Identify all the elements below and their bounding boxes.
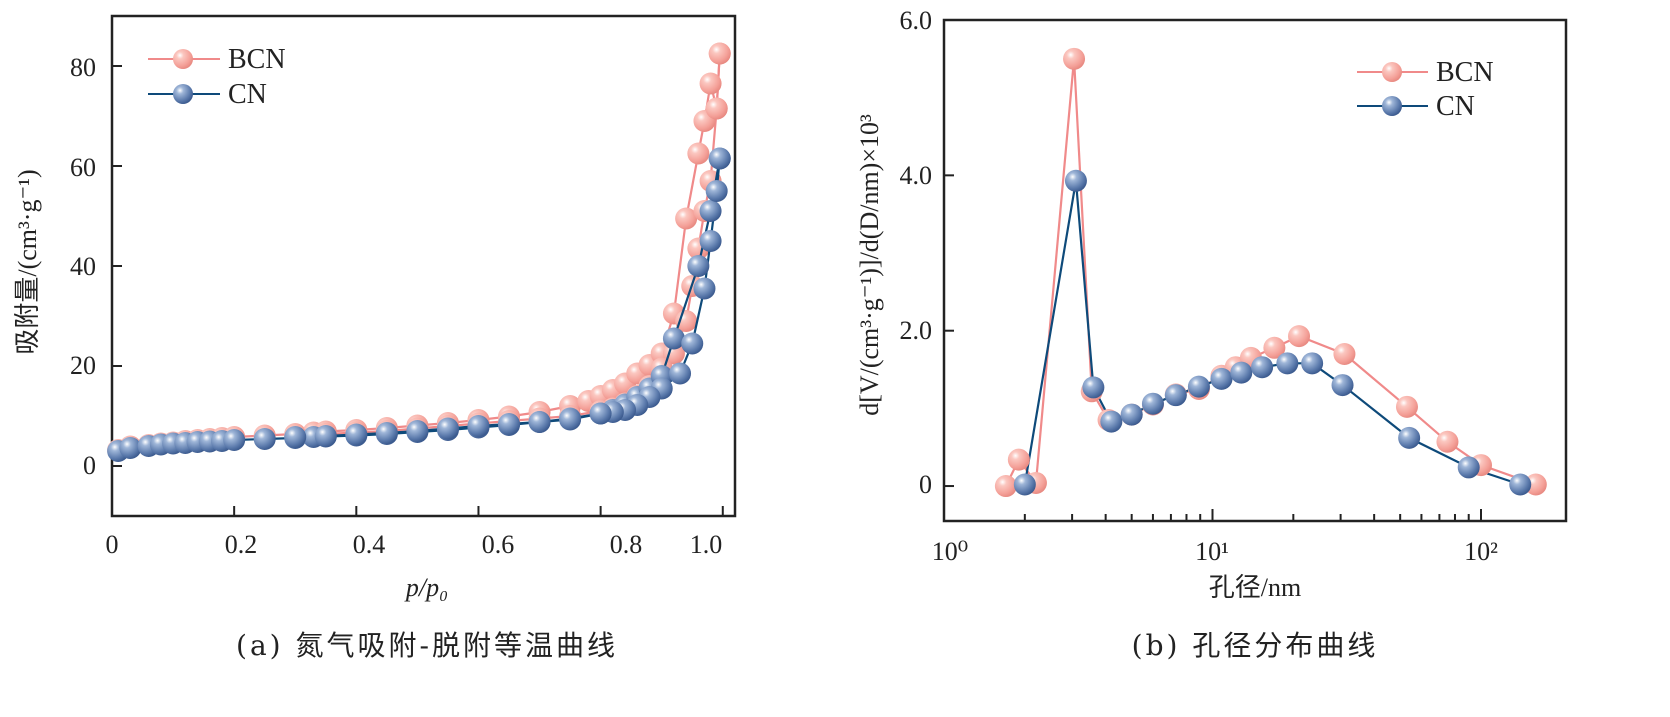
y-axis-title-a: 吸附量/(cm³·g⁻¹) <box>13 169 42 354</box>
series-layer-a <box>107 42 731 462</box>
xtick-label: 0.2 <box>225 530 258 559</box>
x-axis-title-b: 孔径/nm <box>1209 573 1301 602</box>
data-point-cn <box>699 200 722 222</box>
data-point-cn <box>1100 410 1123 433</box>
legend-b: BCN CN <box>1357 57 1494 122</box>
data-point-bcn <box>687 142 710 165</box>
ticks-b <box>944 19 1482 521</box>
caption-a: (a) 氮气吸附-脱附等温曲线 <box>236 629 618 662</box>
data-point-cn <box>1230 361 1253 384</box>
ytick-label: 2.0 <box>900 316 933 345</box>
data-point-cn <box>345 423 368 446</box>
data-point-cn <box>284 426 307 448</box>
data-point-cn <box>1457 456 1480 479</box>
data-point-cn <box>681 332 704 355</box>
ytick-label: 0 <box>919 470 932 499</box>
data-point-cn <box>1013 473 1036 496</box>
ytick-label: 4.0 <box>900 161 933 190</box>
data-point-cn <box>528 411 551 433</box>
data-point-bcn <box>699 72 722 95</box>
data-point-cn <box>1164 384 1187 407</box>
data-point-cn <box>687 255 710 277</box>
data-point-bcn <box>675 207 698 230</box>
data-point-cn <box>406 420 429 442</box>
ticks-a <box>111 65 724 516</box>
data-point-bcn <box>1288 325 1311 348</box>
data-point-bcn <box>1524 473 1547 496</box>
legend-marker-cn <box>173 84 193 104</box>
data-point-cn <box>1301 352 1324 375</box>
caption-b: (b) 孔径分布曲线 <box>1132 629 1379 662</box>
data-point-cn <box>559 408 582 431</box>
xtick-label: 0.4 <box>353 530 386 559</box>
x-axis-title-a: p/p₀ <box>404 573 448 602</box>
y-axis-title-b: d[V/(cm³·g⁻¹)]/d(D/nm)×10³ <box>855 114 884 416</box>
legend-marker-bcn <box>1382 62 1402 82</box>
xtick-label: 10² <box>1464 537 1498 566</box>
legend-a: BCN CN <box>148 44 286 110</box>
legend-label-bcn: BCN <box>228 44 286 75</box>
legend-marker-bcn <box>173 49 193 69</box>
plot-frame-b <box>942 18 1568 523</box>
data-point-cn <box>1064 169 1087 192</box>
data-point-cn <box>1141 392 1164 415</box>
data-point-bcn <box>708 42 731 65</box>
data-point-bcn <box>1007 448 1030 471</box>
xtick-label: 0.6 <box>482 530 515 559</box>
ytick-label: 40 <box>70 252 96 281</box>
xtick-label: 10¹ <box>1195 537 1229 566</box>
data-point-cn <box>498 413 521 435</box>
data-point-cn <box>589 402 612 425</box>
ytick-label: 20 <box>70 351 96 380</box>
ytick-label: 6.0 <box>900 6 933 35</box>
data-point-cn <box>436 417 459 440</box>
xtick-label: 1.0 <box>690 530 723 559</box>
legend-marker-cn <box>1382 96 1402 116</box>
ytick-label: 0 <box>83 451 96 480</box>
data-point-bcn <box>705 97 728 120</box>
data-point-cn <box>669 362 692 385</box>
data-point-bcn <box>1436 430 1459 453</box>
legend-label-cn: CN <box>228 79 267 110</box>
series-layer-b <box>994 47 1547 498</box>
data-point-cn <box>708 147 731 170</box>
xtick-label: 0.8 <box>610 530 643 559</box>
data-point-cn <box>705 180 728 202</box>
data-point-cn <box>662 327 685 350</box>
data-point-cn <box>1120 403 1143 426</box>
data-point-bcn <box>1395 395 1418 418</box>
data-point-cn <box>223 429 246 451</box>
data-point-bcn <box>1063 47 1086 70</box>
xtick-label: 10⁰ <box>932 537 968 566</box>
ytick-label: 80 <box>70 53 96 82</box>
data-point-bcn <box>1333 343 1356 365</box>
data-point-cn <box>693 277 716 300</box>
data-point-cn <box>1251 356 1274 379</box>
data-point-cn <box>1398 426 1421 449</box>
data-point-cn <box>253 428 276 450</box>
data-point-cn <box>699 230 722 252</box>
data-point-cn <box>1082 376 1105 399</box>
data-point-cn <box>1210 367 1233 390</box>
data-point-cn <box>119 437 142 459</box>
data-point-cn <box>467 415 490 437</box>
data-point-cn <box>1331 374 1354 397</box>
ytick-label: 60 <box>70 153 96 182</box>
data-point-cn <box>1509 473 1532 496</box>
series-line-bcn <box>1004 58 1537 487</box>
data-point-bcn <box>1263 336 1286 359</box>
data-point-bcn <box>994 475 1017 498</box>
panel-a-isotherm: 0 20 40 60 80 0 0.2 0.4 0.6 0.8 1.0 p/p₀… <box>13 14 737 662</box>
xtick-label: 0 <box>106 530 119 559</box>
legend-label-cn: CN <box>1436 91 1475 122</box>
legend-label-bcn: BCN <box>1436 57 1494 88</box>
data-point-cn <box>1187 375 1210 398</box>
data-point-cn <box>1276 352 1299 375</box>
panel-b-pore-distribution: 0 2.0 4.0 6.0 10⁰ 10¹ 10² 孔径/nm d[V/(cm³… <box>855 6 1568 662</box>
data-point-cn <box>314 425 337 447</box>
data-point-cn <box>375 422 398 444</box>
